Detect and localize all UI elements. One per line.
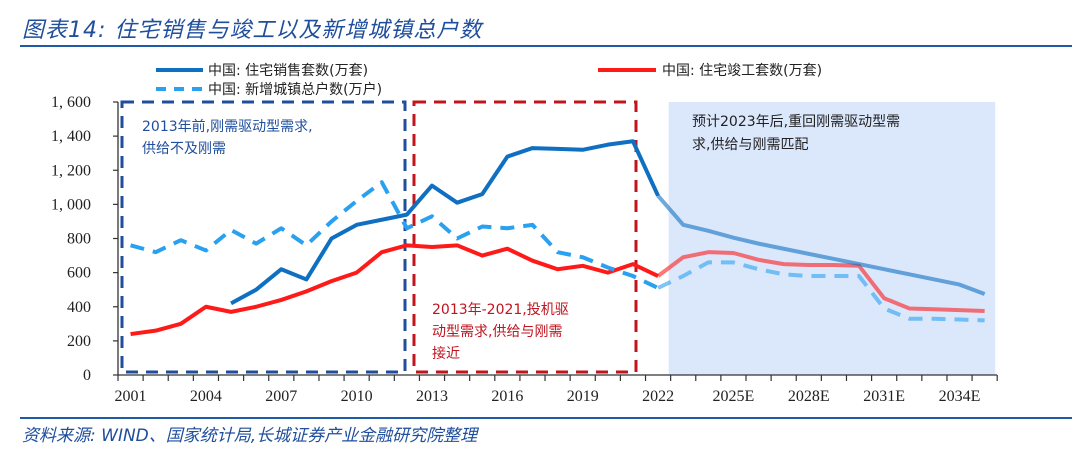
annotation-box-pre-2013	[120, 100, 407, 374]
annotation-box1-line1: 2013年前,刚需驱动型需求,	[142, 118, 313, 135]
x-tick-label: 2013	[416, 388, 448, 405]
legend-label-sales: 中国: 住宅销售套数(万套)	[208, 63, 368, 79]
legend-label-completion: 中国: 住宅竣工套数(万套)	[662, 63, 822, 79]
x-tick-label: 2022	[642, 388, 674, 405]
y-tick-label: 600	[67, 265, 91, 282]
series-line-sales-forecast	[656, 194, 986, 296]
x-tick-label: 2001	[115, 388, 147, 405]
series-line-households-forecast	[657, 260, 985, 323]
legend: 中国: 住宅销售套数(万套) 中国: 新增城镇总户数(万户) 中国: 住宅竣工套…	[156, 63, 822, 98]
annotation-forecast-line2: 求,供给与刚需匹配	[692, 137, 808, 153]
series-line-sales	[230, 139, 660, 306]
x-tick-label: 2034E	[939, 388, 981, 405]
annotation-box2-line1: 2013年-2021,投机驱	[432, 302, 569, 318]
y-tick-label: 400	[67, 299, 91, 316]
annotation-box2-line3: 接近	[432, 345, 460, 362]
annotation-box-2013-2021	[412, 100, 638, 374]
y-tick-label: 1, 000	[51, 196, 91, 213]
x-tick-label: 2007	[265, 388, 297, 405]
x-tick-label: 2028E	[788, 388, 830, 405]
series-line-households	[130, 180, 659, 290]
x-tick-label: 2010	[341, 388, 373, 405]
y-tick-label: 1, 200	[51, 162, 91, 179]
x-tick-label: 2025E	[713, 388, 755, 405]
x-tick-label: 2004	[190, 388, 222, 405]
x-tick-label: 2031E	[863, 388, 905, 405]
axes: 0 200 400 600 800 1, 000 1, 200 1, 400 1, 600 200…	[51, 94, 998, 405]
chart-title: 图表14: 住宅销售与竣工以及新增城镇总户数	[22, 18, 483, 43]
annotation-box1-line2: 供给不及刚需	[142, 141, 226, 157]
annotation-forecast-line1: 预计2023年后,重回刚需驱动型需	[692, 114, 900, 130]
x-tick-label: 2019	[567, 388, 599, 405]
series-line-completion	[130, 243, 659, 337]
x-tick-label: 2016	[491, 388, 523, 405]
y-tick-label: 0	[83, 367, 91, 384]
series-line-completion-forecast	[656, 250, 985, 314]
annotation-box2-line2: 动型需求,供给与刚需	[432, 324, 562, 340]
series-lines	[130, 139, 986, 337]
annotation-box1-border	[120, 100, 407, 374]
title-divider	[20, 45, 1072, 47]
source-divider	[20, 417, 1072, 419]
y-tick-label: 800	[67, 231, 91, 248]
annotations: 2013年前,刚需驱动型需求, 供给不及刚需 2013年-2021,投机驱 动型…	[142, 114, 900, 362]
y-tick-label: 1, 600	[51, 94, 91, 111]
forecast-region	[668, 102, 996, 375]
legend-label-households: 中国: 新增城镇总户数(万户)	[208, 81, 382, 98]
y-tick-label: 200	[67, 333, 91, 350]
source-note: 资料来源: WIND、国家统计局,长城证券产业金融研究院整理	[22, 426, 478, 446]
y-tick-label: 1, 400	[51, 128, 91, 145]
annotation-box2-border	[412, 100, 638, 374]
